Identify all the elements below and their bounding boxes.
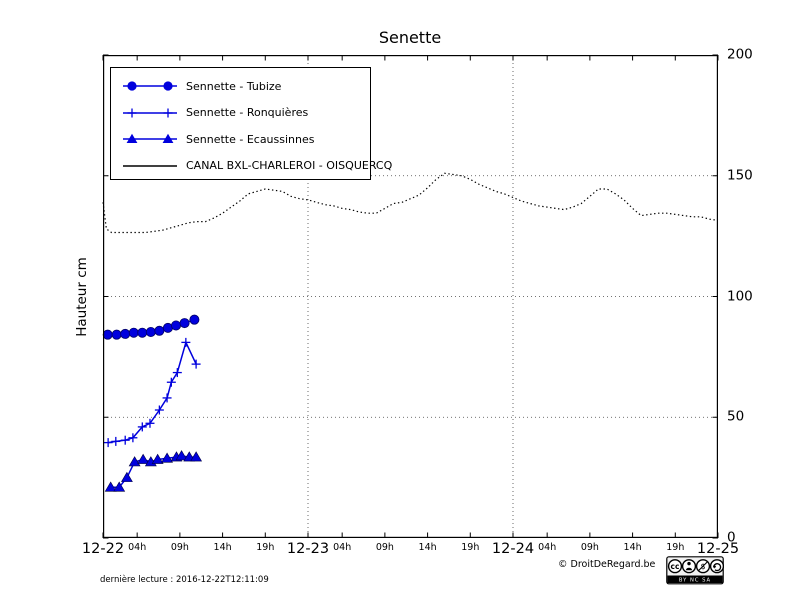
x-tick-09h: 09h	[375, 542, 394, 553]
legend-label: Sennette - Tubize	[186, 79, 282, 93]
legend-item: Sennette - Ronquières	[111, 100, 370, 127]
cc-by-icon	[681, 559, 697, 574]
last-reading-text: dernière lecture : 2016-12-22T12:11:09 d…	[100, 557, 269, 600]
x-tick-12-22: 12-22	[81, 541, 125, 557]
y-tick-200: 200	[727, 46, 753, 63]
legend-marker-circle-icon	[123, 81, 177, 91]
legend-item: Sennette - Tubize	[111, 73, 370, 100]
y-tick-100: 100	[727, 288, 753, 305]
creative-commons-badge: cc $ BY NC SA	[666, 556, 725, 589]
legend-marker-plus-icon	[123, 108, 177, 118]
legend-label: CANAL BXL-CHARLEROI - OISQUERCQ	[186, 159, 393, 173]
copyright-text: © DroitDeRegard.be	[558, 559, 656, 570]
y-tick-0: 0	[727, 529, 736, 546]
x-tick-12-24: 12-24	[491, 541, 535, 557]
x-tick-12-25: 12-25	[696, 541, 740, 557]
x-tick-19h: 19h	[666, 542, 685, 553]
x-tick-09h: 09h	[170, 542, 189, 553]
y-tick-150: 150	[727, 167, 753, 184]
legend-marker-line-icon	[123, 164, 177, 167]
x-tick-19h: 19h	[256, 542, 275, 553]
legend: Sennette - Tubize Sennette - Ronquières Se…	[110, 67, 392, 180]
y-tick-50: 50	[727, 408, 745, 425]
x-tick-14h: 14h	[623, 542, 642, 553]
legend-item: Sennette - Ecaussinnes	[111, 126, 370, 153]
cc-license-icon: cc $ BY NC SA	[666, 556, 725, 585]
x-tick-12-23: 12-23	[286, 541, 330, 557]
cc-sa-icon	[709, 559, 725, 574]
chart-title: Senette	[378, 28, 442, 47]
x-tick-04h: 04h	[128, 542, 147, 553]
svg-text:BY NC SA: BY NC SA	[679, 577, 711, 583]
x-tick-09h: 09h	[580, 542, 599, 553]
svg-text:cc: cc	[671, 562, 680, 571]
legend-item: CANAL BXL-CHARLEROI - OISQUERCQ	[111, 153, 392, 180]
series-plus	[107, 340, 197, 444]
x-tick-19h: 19h	[461, 542, 480, 553]
last-reading-line: dernière lecture : 2016-12-22T12:11:09	[100, 575, 269, 585]
cc-icon: cc	[667, 559, 683, 574]
x-tick-14h: 14h	[213, 542, 232, 553]
legend-label: Sennette - Ecaussinnes	[186, 132, 315, 146]
legend-label: Sennette - Ronquières	[186, 106, 309, 120]
x-tick-04h: 04h	[333, 542, 352, 553]
legend-marker-triangle-icon	[123, 134, 177, 144]
series-none	[102, 172, 719, 234]
cc-nc-icon: $	[695, 559, 711, 574]
y-axis-label: Hauteur cm	[74, 257, 90, 337]
x-tick-04h: 04h	[538, 542, 557, 553]
x-tick-14h: 14h	[418, 542, 437, 553]
